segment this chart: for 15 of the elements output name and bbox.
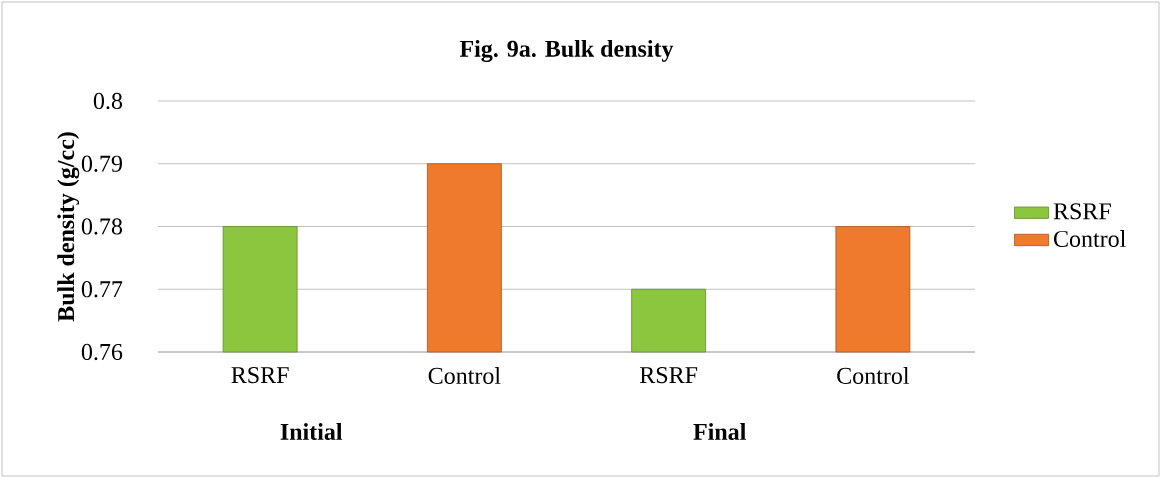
x-tick-label: RSRF <box>231 367 289 384</box>
y-tick-label: 0.78 <box>81 218 123 235</box>
legend-label: RSRF <box>1053 203 1111 220</box>
y-tick-label: 0.79 <box>81 155 122 172</box>
chart-title: Fig. 9a. Bulk density <box>459 40 674 62</box>
x-tick-label: Control <box>428 367 501 384</box>
x-tick-label: Control <box>837 367 910 384</box>
x-tick-label: RSRF <box>639 367 698 384</box>
y-tick-label: 0.77 <box>81 281 123 298</box>
text: Final <box>693 423 746 440</box>
text: Initial <box>280 423 343 440</box>
y-tick-label: 0.76 <box>81 343 123 361</box>
y-axis-title: Bulk density (g/cc) <box>57 132 80 322</box>
legend-label: Control <box>1053 230 1126 247</box>
y-tick-label: 0.8 <box>93 92 123 110</box>
